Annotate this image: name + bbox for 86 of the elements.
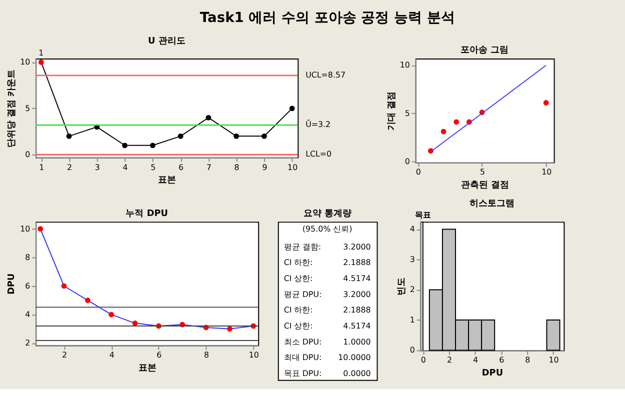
x-tick-label: 10 bbox=[548, 356, 559, 365]
x-tick-label: 4 bbox=[473, 356, 478, 365]
point bbox=[262, 133, 267, 139]
x-tick-label: 10 bbox=[542, 168, 552, 177]
y-tick-label: 5 bbox=[25, 104, 30, 113]
x-tick-label: 7 bbox=[206, 162, 212, 172]
chart-title: U 관리도 bbox=[148, 36, 186, 46]
text: 평균 결함: 3.2000 bbox=[284, 242, 371, 252]
point bbox=[440, 128, 446, 134]
y-tick-label: 6 bbox=[25, 281, 30, 290]
y-tick-label: 2 bbox=[25, 338, 30, 348]
text: 평균 DPU: 3.2000 bbox=[284, 290, 371, 299]
y-axis-title: DPU bbox=[7, 273, 18, 295]
x-tick-label: 0 bbox=[416, 168, 421, 177]
point bbox=[234, 133, 240, 139]
x-tick-label: 1 bbox=[39, 162, 44, 172]
x-axis-title: 표본 bbox=[158, 176, 176, 186]
point bbox=[543, 100, 549, 106]
ref-line-label: Ū=3.2 bbox=[306, 119, 331, 130]
point bbox=[61, 283, 67, 289]
x-tick-label: 5 bbox=[480, 168, 486, 177]
point bbox=[66, 133, 72, 139]
text: 요약 통계량 bbox=[303, 208, 352, 219]
y-tick-label: 1 bbox=[410, 315, 415, 324]
point bbox=[38, 60, 44, 65]
x-tick-label: 8 bbox=[525, 356, 530, 365]
x-tick-label: 2 bbox=[62, 350, 68, 360]
x-axis-title: 표본 bbox=[138, 364, 156, 374]
x-tick-label: 8 bbox=[204, 350, 210, 360]
x-axis-title: DPU bbox=[482, 368, 504, 378]
y-axis-title: 기대 결점 bbox=[386, 91, 397, 130]
x-tick-label: 9 bbox=[262, 162, 268, 172]
text: 최소 DPU: 1.0000 bbox=[284, 337, 371, 346]
text: (95.0% 신뢰) bbox=[302, 224, 352, 234]
text: CI 하한: 2.1888 bbox=[284, 258, 371, 268]
y-tick-label: 4 bbox=[410, 224, 415, 234]
y-tick-label: 2 bbox=[410, 285, 415, 294]
y-tick-label: 0 bbox=[404, 156, 410, 166]
y-tick-label: 10 bbox=[20, 224, 30, 234]
point bbox=[206, 114, 212, 120]
y-axis-title: 단위당 결점 카운트 bbox=[7, 69, 18, 148]
text: 최대 DPU: 10.0000 bbox=[284, 353, 371, 362]
y-tick-label: 3 bbox=[410, 254, 415, 264]
text: CI 상한: 4.5174 bbox=[284, 322, 371, 330]
y-tick-label: 5 bbox=[404, 108, 410, 118]
x-tick-label: 6 bbox=[499, 356, 504, 365]
x-tick-label: 10 bbox=[248, 350, 259, 360]
point bbox=[108, 312, 114, 318]
point bbox=[226, 326, 232, 332]
chart-title: 히스토그램 bbox=[469, 198, 514, 209]
y-tick-label: 8 bbox=[25, 252, 30, 262]
chart-title: 누적 DPU bbox=[126, 208, 168, 219]
text: CI 하한: 2.1888 bbox=[284, 306, 371, 315]
x-tick-label: 4 bbox=[109, 350, 114, 360]
x-tick-label: 0 bbox=[420, 356, 426, 365]
x-tick-label: 2 bbox=[446, 356, 452, 365]
x-tick-label: 4 bbox=[122, 162, 128, 172]
point bbox=[38, 226, 44, 232]
point bbox=[150, 142, 156, 148]
x-tick-label: 3 bbox=[94, 162, 100, 172]
point bbox=[84, 298, 90, 303]
x-tick-label: 2 bbox=[67, 162, 72, 172]
x-tick-label: 5 bbox=[150, 162, 156, 172]
x-tick-label: 8 bbox=[234, 162, 240, 172]
chart-title: 포아송 그림 bbox=[460, 46, 509, 56]
y-axis-title: 빈도 bbox=[396, 277, 407, 296]
ref-line-label: UCL=8.57 bbox=[306, 70, 346, 80]
text: CI 상한: 4.5174 bbox=[284, 274, 371, 284]
x-axis-title: 관측된 결점 bbox=[461, 180, 510, 191]
x-tick-label: 6 bbox=[156, 350, 162, 360]
text: Task1 에러 수의 포아송 공정 능력 분석 bbox=[200, 10, 455, 26]
point bbox=[289, 106, 295, 112]
annotation: 1 bbox=[38, 48, 44, 58]
y-tick-label: 10 bbox=[20, 58, 30, 67]
point bbox=[454, 119, 460, 125]
y-tick-label: 4 bbox=[25, 310, 30, 320]
x-tick-label: 6 bbox=[178, 162, 184, 172]
x-tick-label: 10 bbox=[288, 162, 298, 172]
y-tick-label: 10 bbox=[400, 60, 410, 70]
text: 목표 DPU: 0.0000 bbox=[284, 368, 371, 378]
ref-line-label: 목표 bbox=[414, 210, 431, 220]
point bbox=[132, 320, 138, 326]
ref-line-label: LCL=0 bbox=[306, 150, 332, 159]
y-tick-label: 0 bbox=[25, 150, 30, 160]
point bbox=[122, 142, 128, 148]
point bbox=[178, 133, 184, 139]
